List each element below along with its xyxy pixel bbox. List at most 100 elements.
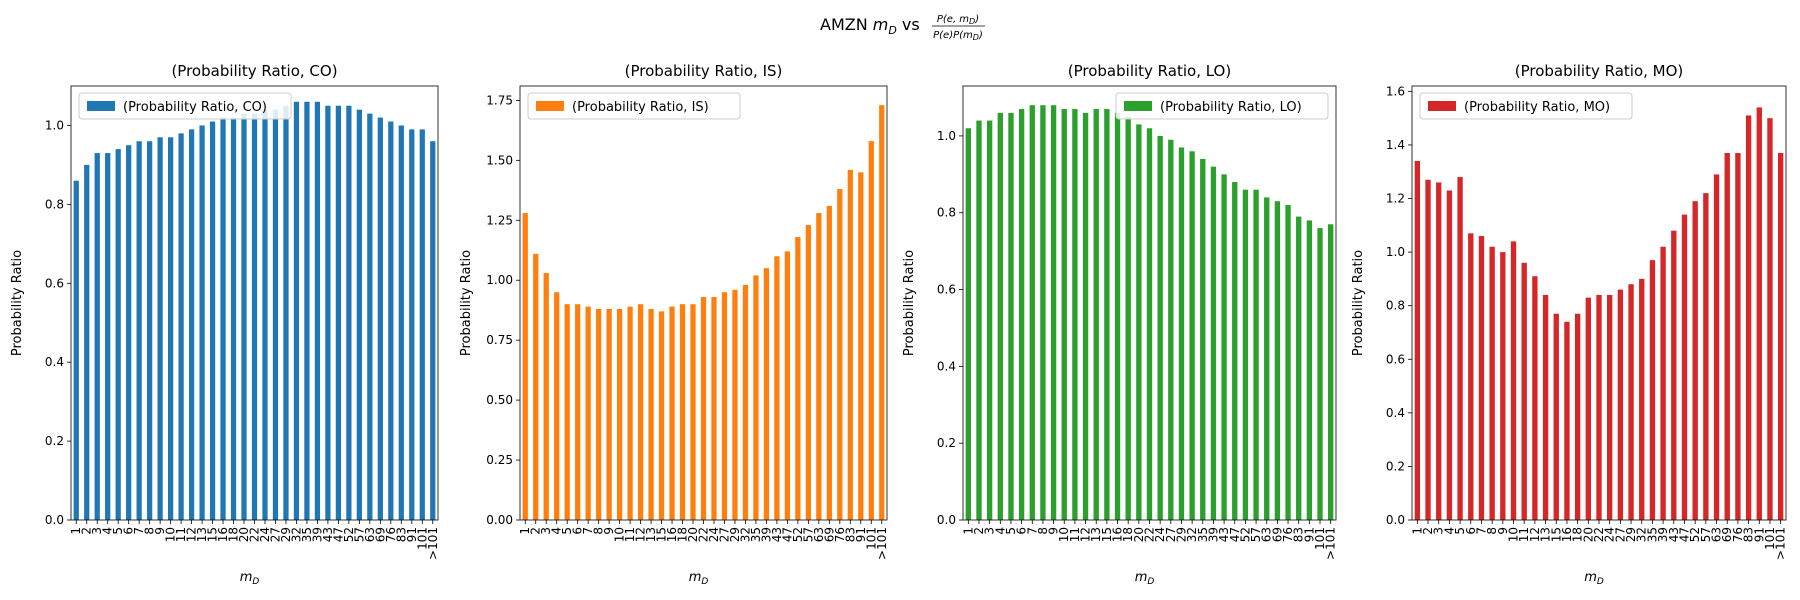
y-tick-label: 0.6 bbox=[937, 283, 956, 297]
x-tick-label: >101 bbox=[426, 527, 440, 560]
y-tick-label: 0.0 bbox=[45, 513, 64, 527]
x-tick-label: 47 bbox=[1677, 527, 1691, 542]
legend-label: (Probability Ratio, CO) bbox=[123, 100, 267, 115]
x-tick-label: 63 bbox=[812, 527, 826, 542]
bar bbox=[262, 109, 268, 520]
suptitle-sub: D bbox=[888, 24, 896, 37]
bar bbox=[1510, 241, 1517, 520]
y-tick-label: 0.00 bbox=[486, 513, 513, 527]
bar bbox=[1306, 220, 1313, 520]
x-tick-label: 24 bbox=[707, 527, 721, 542]
x-tick-label: 35 bbox=[749, 527, 763, 542]
x-tick-label: 11 bbox=[1068, 527, 1082, 542]
x-tick-label: 2 bbox=[529, 527, 543, 535]
x-tick-label: 83 bbox=[1292, 527, 1306, 542]
bar bbox=[1072, 109, 1078, 520]
bar bbox=[1457, 177, 1463, 520]
x-tick-label: 2 bbox=[1421, 527, 1435, 535]
x-tick-label: 18 bbox=[1121, 527, 1135, 542]
suptitle-m: m bbox=[873, 15, 889, 34]
bar bbox=[711, 297, 717, 520]
y-tick-label: 0.50 bbox=[486, 393, 513, 407]
x-tick-label: 101 bbox=[1763, 527, 1777, 550]
x-tick-label: 1 bbox=[69, 527, 83, 535]
legend-box bbox=[1419, 92, 1633, 120]
x-tick-label: 8 bbox=[143, 527, 157, 535]
bar bbox=[986, 120, 993, 520]
x-tick-label: 3 bbox=[1432, 527, 1446, 535]
x-tick-label: 91 bbox=[1302, 527, 1316, 542]
y-tick-label: 1.00 bbox=[486, 273, 513, 287]
x-tick-label: 13 bbox=[1089, 527, 1103, 542]
y-tick-label: 1.25 bbox=[486, 213, 513, 227]
legend-swatch bbox=[87, 101, 115, 111]
bar bbox=[1136, 124, 1142, 521]
legend-swatch bbox=[536, 101, 564, 111]
x-tick-label: 32 bbox=[738, 527, 752, 542]
figure-suptitle: AMZN mD vs P(e, mD) P(e)P(mD) bbox=[820, 14, 985, 42]
x-tick-label: 18 bbox=[1571, 527, 1585, 542]
x-tick-label: 57 bbox=[1249, 527, 1263, 542]
bar bbox=[965, 128, 971, 520]
x-tick-label: 83 bbox=[394, 527, 408, 542]
bar bbox=[1157, 135, 1163, 520]
bar bbox=[616, 308, 623, 520]
bar bbox=[1500, 252, 1506, 521]
bar bbox=[1489, 246, 1495, 521]
bar bbox=[637, 304, 644, 520]
x-tick-label: 91 bbox=[1752, 527, 1766, 542]
x-axis-label-sub: D bbox=[1147, 577, 1154, 587]
y-axis-label: Probability Ratio bbox=[902, 250, 917, 356]
bar bbox=[1436, 182, 1442, 520]
bar bbox=[136, 141, 142, 520]
x-tick-label: 29 bbox=[279, 527, 293, 542]
bar bbox=[293, 101, 300, 521]
x-tick-label: 16 bbox=[665, 527, 679, 542]
bar bbox=[585, 306, 591, 520]
y-tick-label: 0.8 bbox=[937, 206, 956, 220]
x-tick-label: 6 bbox=[1464, 527, 1478, 535]
y-tick-label: 1.75 bbox=[486, 93, 513, 107]
bar bbox=[73, 180, 79, 520]
x-tick-label: 9 bbox=[1496, 527, 1510, 535]
x-tick-label: 7 bbox=[132, 527, 146, 535]
x-tick-label: 47 bbox=[1228, 527, 1242, 542]
x-tick-label: 29 bbox=[1624, 527, 1638, 542]
bar bbox=[1189, 151, 1195, 520]
legend-swatch bbox=[1124, 101, 1152, 111]
x-tick-label: 91 bbox=[854, 527, 868, 542]
x-tick-label: 6 bbox=[1015, 527, 1029, 535]
bar bbox=[1617, 289, 1624, 520]
x-tick-label: 27 bbox=[268, 527, 282, 542]
x-tick-label: >101 bbox=[1324, 527, 1338, 560]
bar bbox=[377, 117, 383, 521]
y-tick-label: 0.6 bbox=[45, 276, 64, 290]
bar bbox=[1756, 107, 1762, 520]
x-tick-label: 10 bbox=[1057, 527, 1071, 542]
bar bbox=[1221, 174, 1227, 520]
x-tick-label: 32 bbox=[1635, 527, 1649, 542]
x-tick-label: 27 bbox=[717, 527, 731, 542]
x-tick-label: 15 bbox=[1549, 527, 1563, 542]
bar bbox=[1767, 118, 1773, 521]
bar bbox=[209, 121, 216, 520]
bar bbox=[1296, 216, 1302, 520]
x-tick-label: 69 bbox=[1720, 527, 1734, 542]
bar bbox=[1735, 152, 1741, 520]
y-axis-label: Probability Ratio bbox=[1351, 250, 1366, 356]
x-tick-label: 47 bbox=[780, 527, 794, 542]
x-axis-label: mD bbox=[689, 570, 709, 587]
bar bbox=[1210, 166, 1217, 521]
x-tick-label: 29 bbox=[728, 527, 742, 542]
bar bbox=[1692, 201, 1698, 521]
bar bbox=[241, 113, 247, 521]
x-tick-label: 63 bbox=[363, 527, 377, 542]
x-tick-label: 4 bbox=[101, 527, 115, 535]
x-tick-label: 52 bbox=[1238, 527, 1252, 542]
bar bbox=[976, 120, 982, 520]
x-tick-label: 43 bbox=[321, 527, 335, 542]
x-tick-label: 7 bbox=[581, 527, 595, 535]
bar bbox=[409, 129, 415, 520]
x-axis-label-main: m bbox=[689, 570, 702, 585]
x-tick-label: 52 bbox=[791, 527, 805, 542]
